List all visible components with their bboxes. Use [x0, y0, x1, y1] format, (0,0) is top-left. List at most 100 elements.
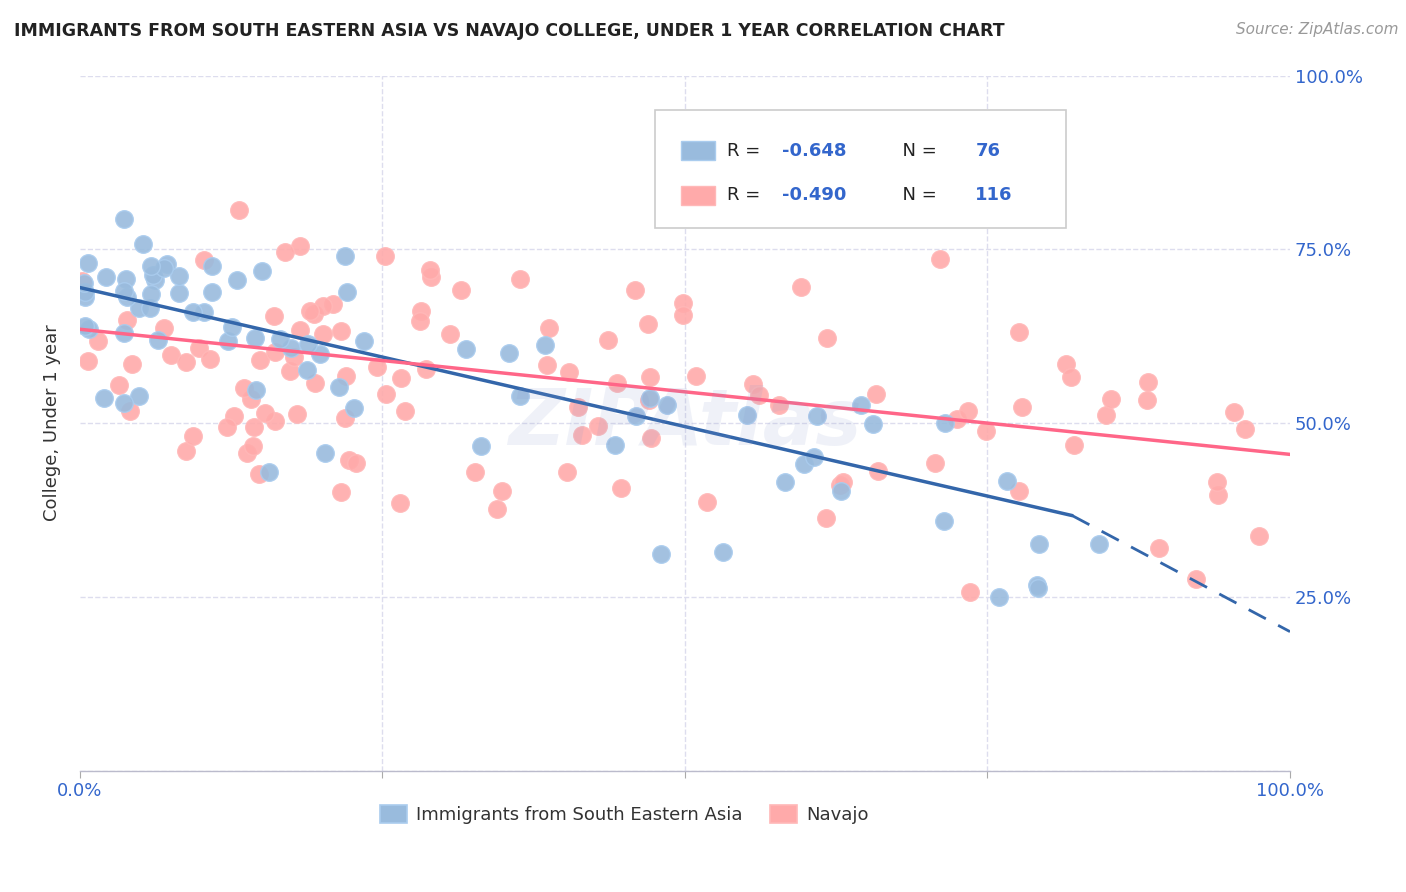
Point: [1206, 487, 1229, 501]
Point: [73, 276, 96, 290]
Point: [75, 318, 97, 333]
Point: [924, 456, 946, 470]
Point: [624, 409, 647, 423]
Point: [389, 496, 412, 510]
Point: [394, 404, 416, 418]
Point: [638, 392, 661, 406]
Point: [596, 333, 619, 347]
Point: [112, 211, 135, 226]
Point: [567, 400, 589, 414]
Point: [314, 446, 336, 460]
Point: [1025, 578, 1047, 592]
Point: [624, 284, 647, 298]
Point: [278, 364, 301, 378]
Point: [934, 416, 956, 430]
Point: [264, 414, 287, 428]
Point: [571, 428, 593, 442]
Text: N =: N =: [890, 142, 942, 160]
Point: [264, 345, 287, 359]
Point: [768, 398, 790, 412]
Point: [75, 285, 97, 299]
Point: [934, 514, 956, 528]
Point: [637, 392, 659, 407]
Text: 116: 116: [976, 186, 1012, 204]
Point: [312, 327, 335, 342]
Point: [672, 308, 695, 322]
Point: [1008, 325, 1031, 339]
Point: [790, 280, 813, 294]
Point: [328, 379, 350, 393]
Point: [640, 432, 662, 446]
Point: [415, 361, 437, 376]
Point: [201, 260, 224, 274]
Point: [245, 383, 267, 397]
Point: [239, 392, 262, 406]
Point: [1136, 376, 1159, 390]
Text: 76: 76: [976, 142, 1001, 160]
Point: [330, 485, 353, 500]
Point: [94, 270, 117, 285]
Point: [70, 274, 93, 288]
Point: [536, 358, 558, 372]
Point: [464, 465, 486, 479]
Point: [470, 439, 492, 453]
Point: [1028, 537, 1050, 551]
Point: [309, 347, 332, 361]
Point: [115, 272, 138, 286]
Point: [1149, 541, 1171, 555]
Point: [988, 590, 1011, 604]
Point: [389, 371, 412, 385]
Point: [297, 337, 319, 351]
Point: [817, 331, 839, 345]
Text: -0.490: -0.490: [782, 186, 846, 204]
Point: [509, 272, 531, 286]
Point: [273, 244, 295, 259]
Point: [155, 257, 177, 271]
Point: [606, 376, 628, 390]
Point: [1054, 357, 1077, 371]
Text: R =: R =: [727, 186, 766, 204]
Point: [139, 301, 162, 316]
Point: [1234, 422, 1257, 436]
Point: [509, 389, 531, 403]
Point: [193, 305, 215, 319]
Point: [586, 418, 609, 433]
Point: [167, 286, 190, 301]
Point: [742, 376, 765, 391]
Point: [711, 545, 734, 559]
Point: [112, 396, 135, 410]
Point: [555, 466, 578, 480]
Point: [335, 369, 357, 384]
Point: [737, 409, 759, 423]
Point: [283, 350, 305, 364]
Point: [221, 319, 243, 334]
Point: [167, 268, 190, 283]
Point: [685, 369, 707, 384]
Point: [115, 313, 138, 327]
Point: [851, 399, 873, 413]
Point: [304, 376, 326, 390]
Point: [1011, 400, 1033, 414]
Point: [121, 357, 143, 371]
Point: [128, 389, 150, 403]
Point: [806, 409, 828, 423]
Point: [957, 403, 980, 417]
Point: [312, 299, 335, 313]
Point: [1247, 529, 1270, 543]
Point: [299, 304, 322, 318]
Point: [226, 273, 249, 287]
Point: [112, 326, 135, 340]
Point: [353, 334, 375, 349]
Point: [1087, 537, 1109, 551]
Point: [159, 349, 181, 363]
Text: N =: N =: [890, 186, 942, 204]
Point: [866, 464, 889, 478]
Point: [249, 353, 271, 368]
Point: [974, 424, 997, 438]
Point: [1136, 393, 1159, 408]
Text: -0.648: -0.648: [782, 142, 846, 160]
Point: [153, 261, 176, 276]
Point: [224, 409, 246, 424]
Point: [174, 355, 197, 369]
Point: [491, 483, 513, 498]
